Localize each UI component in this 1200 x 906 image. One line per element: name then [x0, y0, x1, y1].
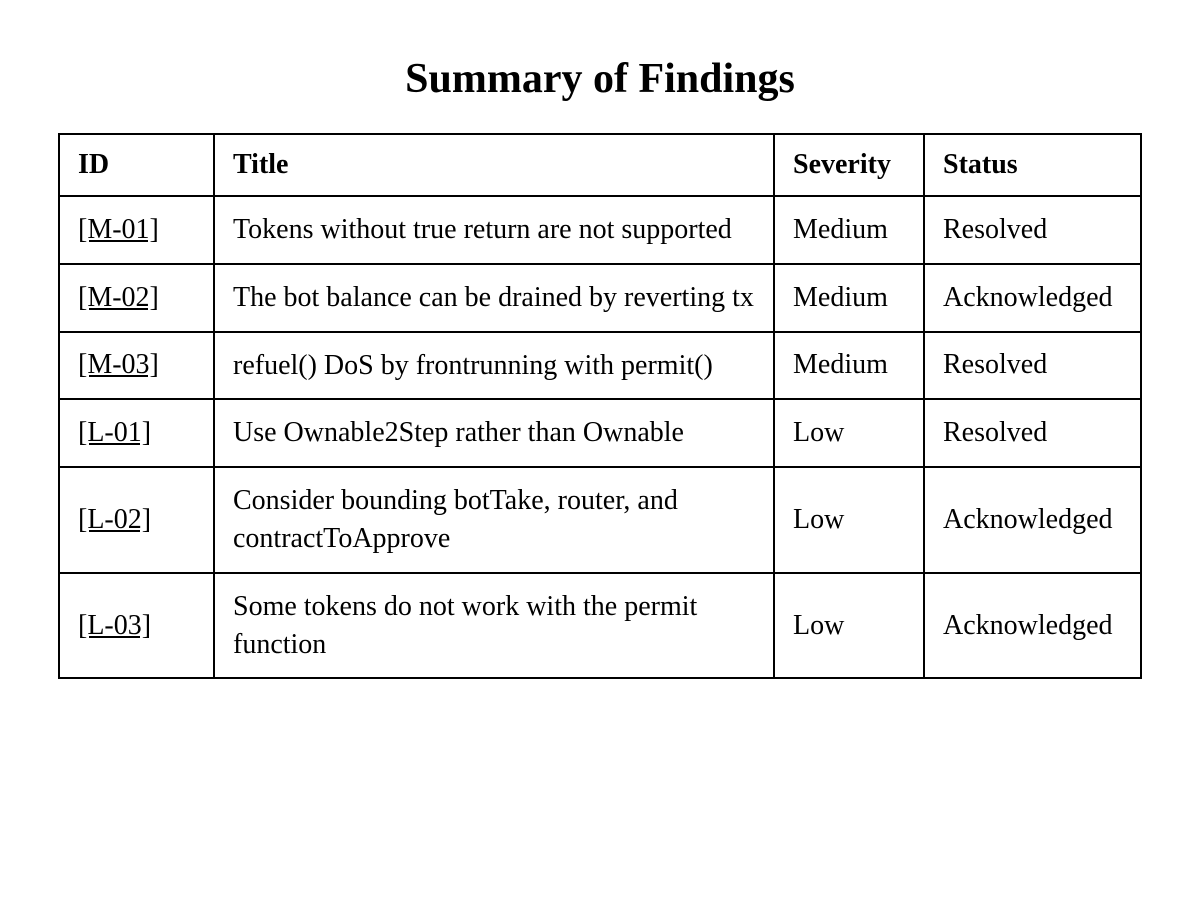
cell-id: [L-01] — [59, 399, 214, 467]
cell-id: [M-01] — [59, 196, 214, 264]
table-header-row: ID Title Severity Status — [59, 134, 1141, 196]
cell-status: Resolved — [924, 196, 1141, 264]
cell-title: refuel() DoS by frontrunning with permit… — [214, 332, 774, 400]
id-link[interactable]: [L-01] — [78, 417, 151, 448]
table-row: [M-02] The bot balance can be drained by… — [59, 264, 1141, 332]
cell-severity: Low — [774, 399, 924, 467]
cell-severity: Medium — [774, 196, 924, 264]
table-row: [M-03] refuel() DoS by frontrunning with… — [59, 332, 1141, 400]
cell-title: Tokens without true return are not suppo… — [214, 196, 774, 264]
cell-status: Acknowledged — [924, 573, 1141, 679]
col-header-id: ID — [59, 134, 214, 196]
findings-table: ID Title Severity Status [M-01] Tokens w… — [58, 133, 1142, 679]
cell-id: [L-03] — [59, 573, 214, 679]
cell-status: Acknowledged — [924, 467, 1141, 573]
table-row: [L-03] Some tokens do not work with the … — [59, 573, 1141, 679]
page-title: Summary of Findings — [58, 55, 1142, 103]
table-row: [L-01] Use Ownable2Step rather than Owna… — [59, 399, 1141, 467]
cell-severity: Low — [774, 573, 924, 679]
cell-status: Resolved — [924, 332, 1141, 400]
table-row: [L-02] Consider bounding botTake, router… — [59, 467, 1141, 573]
cell-severity: Medium — [774, 332, 924, 400]
cell-title: Use Ownable2Step rather than Ownable — [214, 399, 774, 467]
cell-id: [M-03] — [59, 332, 214, 400]
id-link[interactable]: [M-02] — [78, 282, 159, 313]
cell-title: Some tokens do not work with the permit … — [214, 573, 774, 679]
cell-status: Acknowledged — [924, 264, 1141, 332]
col-header-severity: Severity — [774, 134, 924, 196]
id-link[interactable]: [M-01] — [78, 214, 159, 245]
cell-status: Resolved — [924, 399, 1141, 467]
cell-title: Consider bounding botTake, router, and c… — [214, 467, 774, 573]
cell-id: [M-02] — [59, 264, 214, 332]
col-header-title: Title — [214, 134, 774, 196]
cell-severity: Low — [774, 467, 924, 573]
col-header-status: Status — [924, 134, 1141, 196]
cell-title: The bot balance can be drained by revert… — [214, 264, 774, 332]
cell-severity: Medium — [774, 264, 924, 332]
cell-id: [L-02] — [59, 467, 214, 573]
id-link[interactable]: [L-03] — [78, 610, 151, 641]
table-row: [M-01] Tokens without true return are no… — [59, 196, 1141, 264]
id-link[interactable]: [L-02] — [78, 504, 151, 535]
id-link[interactable]: [M-03] — [78, 349, 159, 380]
